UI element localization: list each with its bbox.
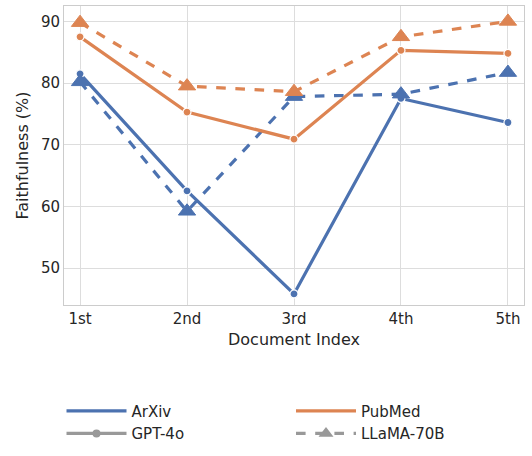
svg-text:2nd: 2nd <box>173 310 202 328</box>
svg-text:70: 70 <box>41 136 60 154</box>
svg-text:60: 60 <box>41 198 60 216</box>
svg-text:LLaMA-70B: LLaMA-70B <box>361 425 445 443</box>
svg-text:Document Index: Document Index <box>228 330 360 349</box>
svg-text:50: 50 <box>41 259 60 277</box>
svg-text:PubMed: PubMed <box>361 403 421 421</box>
svg-text:5th: 5th <box>495 310 520 328</box>
svg-text:1st: 1st <box>68 310 91 328</box>
svg-text:3rd: 3rd <box>282 310 307 328</box>
svg-text:90: 90 <box>41 13 60 31</box>
svg-text:4th: 4th <box>389 310 414 328</box>
svg-text:ArXiv: ArXiv <box>132 403 172 421</box>
svg-text:80: 80 <box>41 74 60 92</box>
svg-text:Faithfulness (%): Faithfulness (%) <box>13 91 32 219</box>
svg-text:GPT-4o: GPT-4o <box>132 425 185 443</box>
